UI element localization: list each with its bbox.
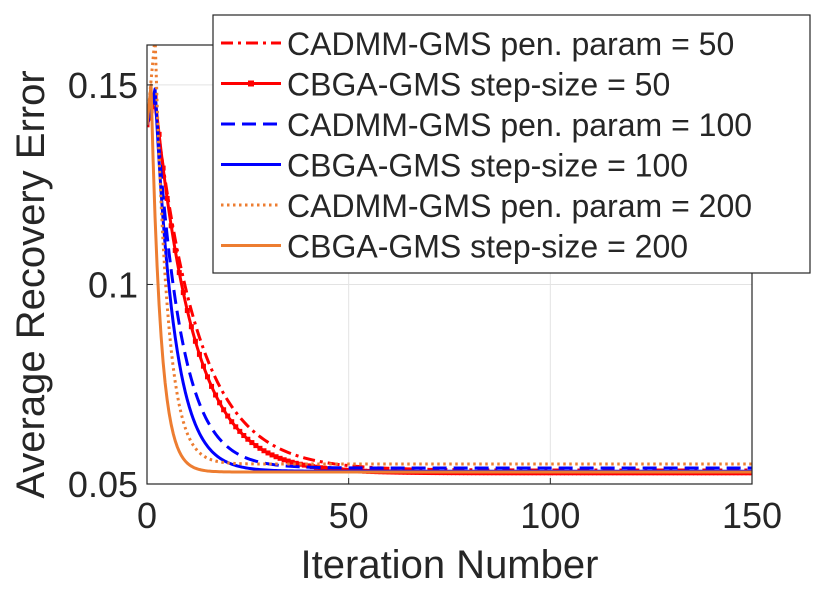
legend-label: CBGA-GMS step-size = 50 <box>287 67 670 103</box>
legend-item: CADMM-GMS pen. param = 200 <box>221 188 752 224</box>
legend-item: CBGA-GMS step-size = 50 <box>221 67 670 103</box>
series-marker <box>184 308 190 314</box>
legend-label: CADMM-GMS pen. param = 50 <box>287 26 734 62</box>
y-tick-label: 0.05 <box>68 464 138 505</box>
legend-item: CBGA-GMS step-size = 100 <box>221 148 688 184</box>
series-marker <box>321 465 327 471</box>
series-marker <box>245 436 251 442</box>
x-tick-label: 150 <box>722 495 782 536</box>
legend-item: CADMM-GMS pen. param = 100 <box>221 107 752 143</box>
series-marker <box>200 363 206 369</box>
series-marker <box>172 247 178 253</box>
series-marker <box>265 450 271 456</box>
legend: CADMM-GMS pen. param = 50 CBGA-GMS step-s… <box>212 14 811 274</box>
x-tick-label: 0 <box>137 495 157 536</box>
y-tick-label: 0.15 <box>68 65 138 106</box>
series-line-5 <box>147 45 752 466</box>
series-marker <box>221 407 227 413</box>
x-tick-label: 50 <box>329 495 369 536</box>
series-marker <box>301 462 307 468</box>
series-marker <box>289 459 295 465</box>
series-marker <box>281 457 287 463</box>
series-marker <box>164 195 170 201</box>
legend-label: CBGA-GMS step-size = 200 <box>287 229 688 265</box>
legend-marker <box>248 80 254 87</box>
series-marker <box>277 455 283 461</box>
legend-label: CADMM-GMS pen. param = 200 <box>287 188 752 224</box>
series-marker <box>261 448 267 454</box>
series-marker <box>180 290 186 296</box>
series-marker <box>241 433 247 439</box>
legend-label: CBGA-GMS step-size = 100 <box>287 148 688 184</box>
x-axis-label: Iteration Number <box>301 543 599 587</box>
series-marker <box>168 223 174 229</box>
series-marker <box>192 338 198 344</box>
series-marker <box>233 424 239 430</box>
series-marker <box>205 374 210 380</box>
series-marker <box>269 452 275 458</box>
series-marker <box>293 460 299 466</box>
x-tick-label: 100 <box>520 495 580 536</box>
series-marker <box>209 383 215 389</box>
legend-box <box>212 14 811 274</box>
series-marker <box>257 445 263 451</box>
series-marker <box>196 351 202 357</box>
y-axis-label: Average Recovery Error <box>9 70 53 498</box>
series-marker <box>285 458 291 464</box>
series-marker <box>225 413 231 419</box>
series-marker <box>229 419 235 425</box>
legend-item: CBGA-GMS step-size = 200 <box>221 229 688 265</box>
series-marker <box>217 400 223 406</box>
series-line-6 <box>147 83 752 474</box>
series-marker <box>213 392 219 398</box>
legend-item: CADMM-GMS pen. param = 50 <box>221 26 734 62</box>
series-marker <box>253 443 259 449</box>
axis-ticks: 0 50 100 150 0.05 0.1 0.15 <box>68 65 782 536</box>
series-marker <box>160 165 166 171</box>
series-marker <box>334 466 340 472</box>
series-marker <box>249 440 255 446</box>
y-tick-label: 0.1 <box>88 264 138 305</box>
series-layer <box>147 45 752 476</box>
series-marker <box>237 428 243 434</box>
series-marker <box>273 454 279 460</box>
series-line-1 <box>147 103 752 472</box>
series-line-3 <box>147 91 752 470</box>
series-marker <box>176 270 182 276</box>
series-marker <box>188 324 194 330</box>
legend-label: CADMM-GMS pen. param = 100 <box>287 107 752 143</box>
